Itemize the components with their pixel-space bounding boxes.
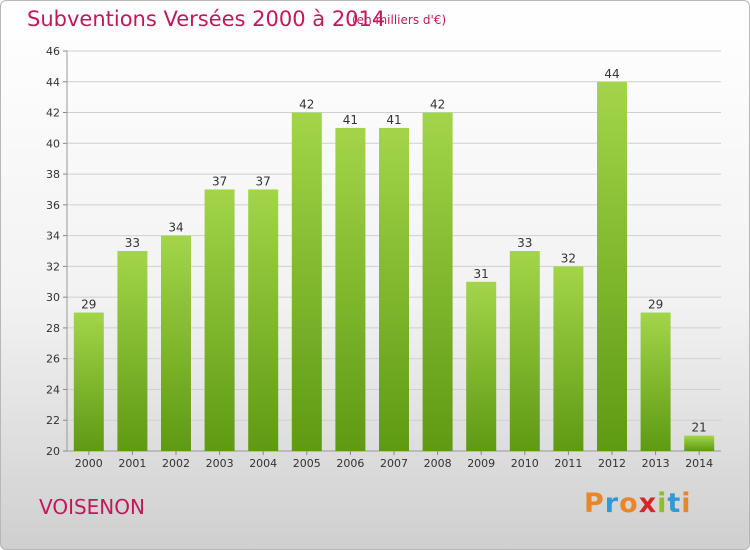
bar-value-label: 42: [430, 98, 445, 112]
bar-value-label: 33: [125, 236, 140, 250]
x-tick-label: 2014: [685, 457, 713, 470]
bar-value-label: 37: [256, 174, 271, 188]
bar-2014: [684, 435, 715, 451]
bar-2012: [597, 81, 627, 452]
x-tick-label: 2001: [118, 457, 146, 470]
bar-2005: [291, 112, 322, 452]
bar-2001: [117, 251, 148, 451]
x-tick-label: 2003: [206, 457, 234, 470]
bar-2002: [161, 235, 191, 451]
x-tick-label: 2002: [162, 457, 190, 470]
bar-2003: [204, 189, 235, 451]
bar-chart: 20 22 24 26 28 30 32 34 36 38 40 42 44 46 29 2000 33 2001…: [46, 45, 721, 470]
x-tick-label: 2010: [511, 457, 539, 470]
bar-value-label: 42: [299, 98, 314, 112]
bar-2009: [466, 281, 497, 451]
bar-2013: [640, 312, 671, 451]
y-tick-label: 36: [46, 199, 60, 212]
bar-value-label: 32: [561, 251, 576, 265]
x-tick-label: 2004: [249, 457, 277, 470]
bar-2007: [379, 127, 409, 451]
bars: [73, 81, 715, 452]
bar-2000: [73, 312, 104, 451]
bar-value-label: 29: [648, 298, 663, 312]
chart-title: Subventions Versées 2000 à 2014: [27, 7, 386, 31]
y-tick-label: 42: [46, 107, 60, 120]
y-tick-label: 28: [46, 322, 60, 335]
bar-value-label: 41: [343, 113, 358, 127]
bar-value-label: 21: [692, 421, 707, 435]
bar-value-label: 34: [168, 221, 183, 235]
y-tick-label: 38: [46, 168, 60, 181]
bar-value-label: 44: [604, 67, 619, 81]
x-tick-label: 2007: [380, 457, 408, 470]
y-tick-label: 24: [46, 383, 60, 396]
chart-subtitle: (en milliers d'€): [352, 13, 447, 27]
bar-2008: [422, 112, 453, 452]
labels: 20 22 24 26 28 30 32 34 36 38 40 42 44 46 29 2000 33 2001…: [46, 45, 713, 470]
bar-value-label: 33: [517, 236, 532, 250]
y-tick-label: 32: [46, 260, 60, 273]
bar-value-label: 41: [386, 113, 401, 127]
proxiti-logo: Proxiti: [584, 488, 692, 519]
y-tick-label: 26: [46, 353, 60, 366]
y-tick-label: 20: [46, 445, 60, 458]
bar-2004: [248, 189, 279, 451]
y-tick-label: 44: [46, 76, 60, 89]
x-tick-label: 2008: [424, 457, 452, 470]
y-tick-label: 46: [46, 45, 60, 58]
bar-2006: [335, 127, 366, 451]
commune-name: VOISENON: [39, 495, 145, 519]
y-tick-label: 22: [46, 414, 60, 427]
x-tick-label: 2012: [598, 457, 626, 470]
y-tick-label: 30: [46, 291, 60, 304]
x-tick-label: 2005: [293, 457, 321, 470]
x-tick-label: 2013: [642, 457, 670, 470]
bar-value-label: 31: [474, 267, 489, 281]
bar-value-label: 29: [81, 298, 96, 312]
bar-value-label: 37: [212, 174, 227, 188]
x-tick-label: 2006: [336, 457, 364, 470]
bar-2010: [509, 251, 540, 451]
x-tick-label: 2009: [467, 457, 495, 470]
x-tick-label: 2000: [75, 457, 103, 470]
bar-2011: [553, 266, 584, 451]
x-tick-label: 2011: [554, 457, 582, 470]
y-tick-label: 40: [46, 137, 60, 150]
y-tick-label: 34: [46, 230, 60, 243]
